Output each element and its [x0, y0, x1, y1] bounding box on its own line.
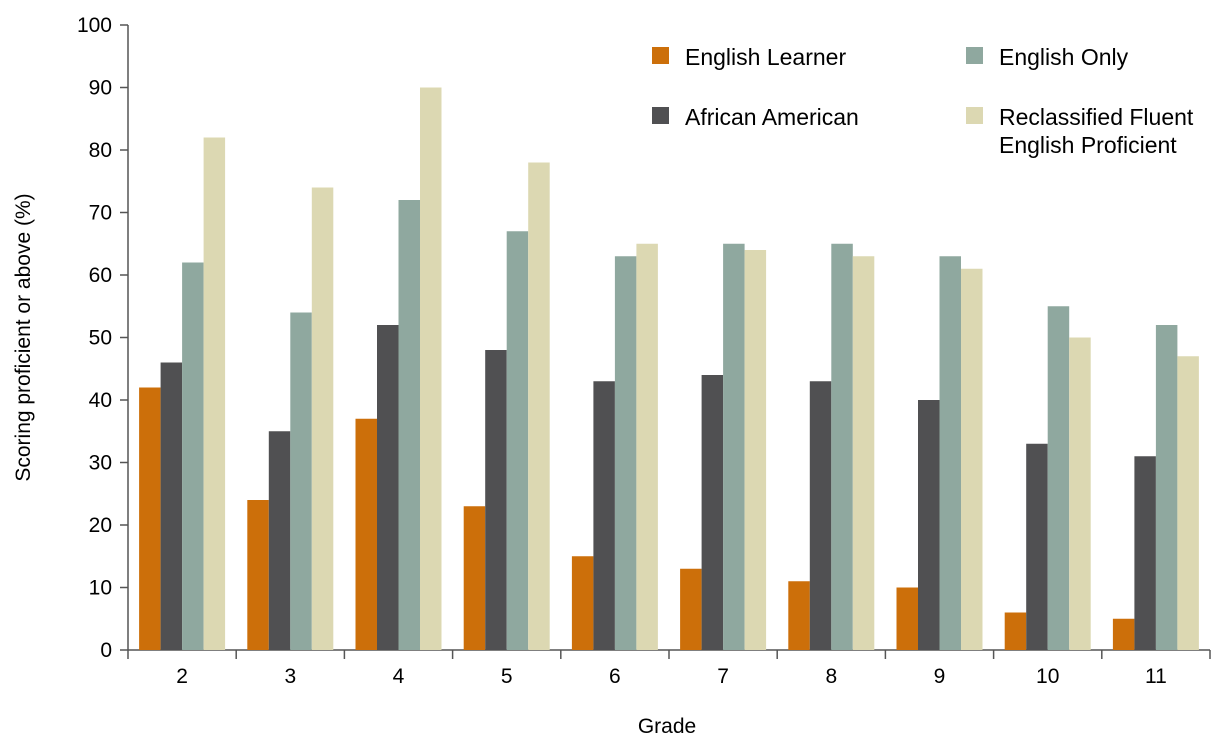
- y-tick-label: 90: [89, 77, 112, 100]
- bar-reclassified-fluent-english-proficient-grade-6: [636, 243, 658, 650]
- bar-african-american-grade-11: [1134, 456, 1156, 650]
- bar-african-american-grade-8: [809, 381, 832, 650]
- bar-african-american-grade-7: [701, 375, 724, 650]
- bar-reclassified-fluent-english-proficient-grade-2: [203, 137, 226, 650]
- x-axis: 2 3 4 5 6 7 8 9 10 11: [127, 649, 1211, 688]
- bar-english-only-grade-8: [831, 243, 853, 650]
- x-tick-label: 8: [825, 665, 837, 688]
- x-tick-label: 3: [284, 665, 296, 688]
- bar-reclassified-fluent-english-proficient-grade-3: [311, 187, 334, 650]
- x-tick-label: 6: [609, 665, 621, 688]
- legend-swatch-reclassified-fluent-english-proficient: [966, 107, 983, 124]
- bar-english-learner-grade-5: [463, 506, 486, 650]
- bar-african-american-grade-3: [268, 431, 291, 650]
- legend-label-reclassified-fluent-english-proficient: Reclassified Fluent English Proficient: [999, 104, 1194, 158]
- bar-african-american-grade-4: [377, 325, 399, 650]
- y-tick-label: 80: [89, 139, 112, 162]
- bar-african-american-grade-10: [1026, 443, 1048, 650]
- legend-swatch-african-american: [652, 107, 669, 124]
- y-tick-label: 50: [89, 327, 112, 350]
- y-tick-label: 0: [100, 639, 112, 662]
- legend-label-english-only: English Only: [999, 44, 1129, 70]
- legend-swatch-english-learner: [652, 47, 669, 64]
- x-tick-label: 2: [176, 665, 188, 688]
- y-tick-label: 40: [89, 389, 112, 412]
- bar-english-learner-grade-4: [355, 418, 377, 650]
- bar-reclassified-fluent-english-proficient-grade-5: [528, 162, 550, 650]
- bar-reclassified-fluent-english-proficient-grade-4: [420, 87, 442, 650]
- bar-reclassified-fluent-english-proficient-grade-11: [1177, 356, 1199, 650]
- legend: English Learner English Only African Ameri…: [652, 44, 1194, 158]
- y-tick-label: 60: [89, 264, 112, 287]
- x-tick-label: 11: [1145, 665, 1167, 688]
- bar-african-american-grade-5: [485, 350, 507, 650]
- bar-english-learner-grade-10: [1004, 612, 1027, 650]
- bar-english-learner-grade-7: [680, 568, 702, 650]
- legend-label-english-learner: English Learner: [685, 44, 846, 70]
- bar-english-learner-grade-8: [788, 581, 810, 650]
- bar-english-learner-grade-11: [1112, 618, 1135, 650]
- bar-english-only-grade-11: [1155, 325, 1178, 650]
- x-tick-label: 4: [393, 665, 405, 688]
- bar-english-only-grade-7: [723, 243, 745, 650]
- bar-african-american-grade-6: [593, 381, 615, 650]
- y-tick-label: 70: [89, 202, 112, 225]
- y-tick-label: 20: [89, 514, 112, 537]
- x-tick-label: 5: [501, 665, 513, 688]
- bar-african-american-grade-9: [918, 400, 940, 650]
- legend-swatch-english-only: [966, 47, 983, 64]
- x-tick-label: 10: [1036, 665, 1059, 688]
- x-axis-title: Grade: [638, 715, 696, 738]
- bar-reclassified-fluent-english-proficient-grade-7: [744, 250, 767, 650]
- y-tick-label: 30: [89, 452, 112, 475]
- bar-english-learner-grade-9: [896, 587, 918, 650]
- bar-english-only-grade-3: [290, 312, 312, 650]
- bar-african-american-grade-2: [160, 362, 183, 650]
- x-tick-label: 7: [717, 665, 729, 688]
- bars: [139, 87, 1199, 650]
- bar-english-only-grade-9: [939, 256, 961, 650]
- bar-english-only-grade-6: [614, 256, 637, 650]
- x-tick-label: 9: [934, 665, 946, 688]
- bar-english-only-grade-5: [506, 231, 529, 650]
- bar-english-learner-grade-2: [139, 387, 161, 650]
- bar-reclassified-fluent-english-proficient-grade-10: [1069, 337, 1091, 650]
- y-axis-title: Scoring proficient or above (%): [12, 193, 35, 481]
- bar-english-only-grade-10: [1047, 306, 1070, 650]
- bar-english-learner-grade-3: [247, 500, 269, 650]
- y-tick-label: 100: [77, 14, 112, 37]
- bar-reclassified-fluent-english-proficient-grade-8: [852, 256, 875, 650]
- legend-label-african-american: African American: [685, 104, 859, 130]
- bar-english-only-grade-2: [182, 262, 204, 650]
- bar-reclassified-fluent-english-proficient-grade-9: [961, 268, 983, 650]
- y-tick-label: 10: [89, 577, 112, 600]
- y-axis: 0 10 20 30 40 50 60 70 80 90 100: [77, 14, 129, 662]
- bar-english-only-grade-4: [398, 200, 420, 650]
- bar-english-learner-grade-6: [571, 556, 594, 650]
